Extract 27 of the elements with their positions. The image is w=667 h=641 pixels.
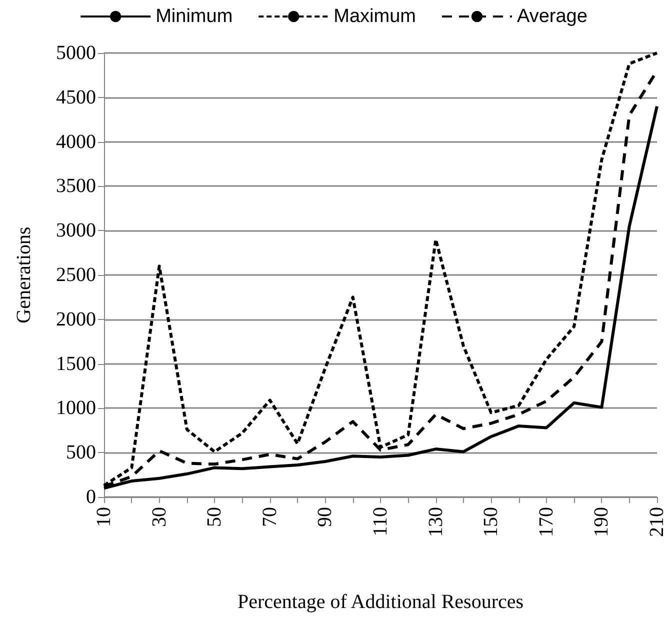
y-tick-label: 1000 — [56, 397, 96, 420]
y-tick-label: 4500 — [56, 86, 96, 108]
y-axis-title: Generations — [13, 226, 35, 324]
x-tick-label: 10 — [93, 507, 115, 527]
x-tick-label: 110 — [370, 507, 392, 536]
x-tick-label: 210 — [646, 507, 667, 537]
x-tick-label: 150 — [480, 507, 502, 537]
y-tick-label: 4000 — [56, 130, 96, 153]
legend-label: Minimum — [156, 6, 233, 27]
x-tick-label: 50 — [204, 507, 226, 527]
y-tick-label: 2500 — [56, 264, 96, 286]
legend-label: Maximum — [334, 6, 416, 27]
y-tick-label: 0 — [86, 486, 96, 508]
x-tick-label: 90 — [314, 507, 336, 527]
y-tick-label: 3000 — [56, 220, 96, 242]
y-tick-label: 3500 — [56, 175, 96, 198]
y-tick-label: 1500 — [56, 352, 96, 375]
y-tick-label: 2000 — [56, 308, 96, 330]
legend-label: Average — [516, 6, 588, 27]
x-tick-label: 130 — [424, 507, 447, 537]
x-tick-label: 30 — [148, 507, 170, 527]
x-axis-title: Percentage of Additional Resources — [237, 591, 524, 613]
x-tick-label: 190 — [590, 507, 613, 537]
x-tick-label: 70 — [258, 507, 281, 527]
y-tick-label: 500 — [66, 442, 96, 464]
x-tick-label: 170 — [535, 507, 558, 537]
y-tick-label: 5000 — [56, 42, 96, 64]
